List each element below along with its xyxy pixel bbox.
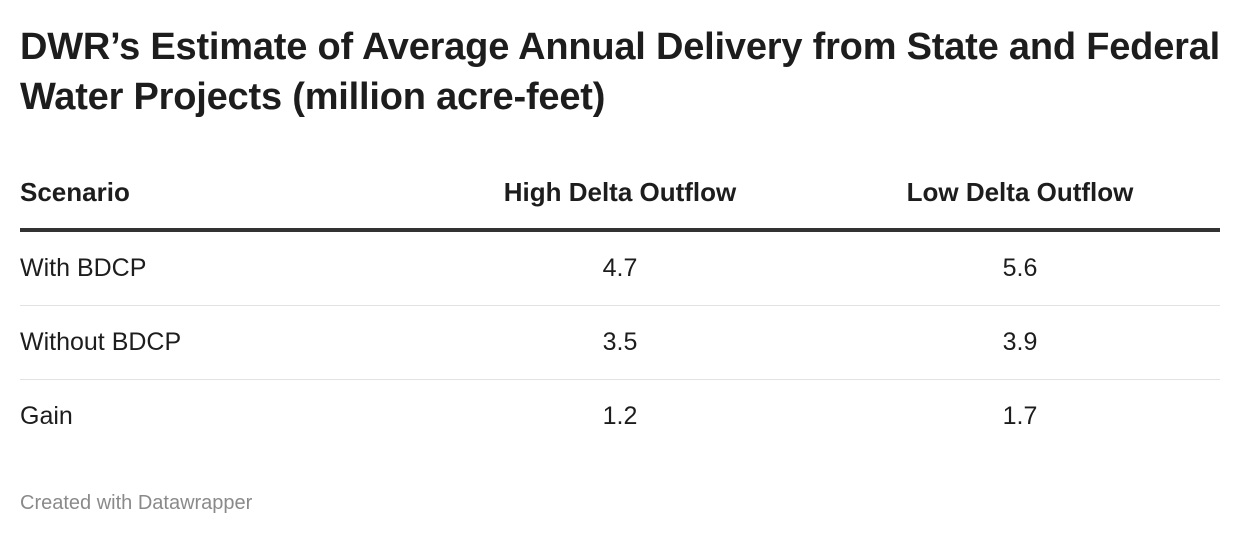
row-label: Without BDCP (20, 305, 420, 380)
cell-high-delta-outflow: 4.7 (420, 230, 846, 306)
credit-footer: Created with Datawrapper (20, 492, 253, 514)
chart-container: DWR’s Estimate of Average Annual Deliver… (20, 0, 1220, 538)
cell-high-delta-outflow: 1.2 (602, 402, 638, 430)
cell-low-delta-outflow: 1.7 (1002, 402, 1038, 430)
cell-low-delta-outflow: 5.6 (846, 230, 1220, 306)
table-row: Without BDCP 3.5 3.9 (20, 305, 1220, 380)
table-row: Gain 1.2 1.7 (20, 380, 1220, 454)
table-row: With BDCP 4.7 5.6 (20, 230, 1220, 306)
table-header-row: Scenario High Delta Outflow Low Delta Ou… (20, 156, 1220, 232)
cell-high-delta-outflow: 3.5 (420, 305, 846, 380)
column-header-low-delta-outflow: Low Delta Outflow (846, 156, 1220, 232)
row-label: Gain (20, 402, 73, 430)
chart-title: DWR’s Estimate of Average Annual Deliver… (20, 26, 1221, 118)
data-table: Scenario High Delta Outflow Low Delta Ou… (20, 156, 1220, 453)
column-header-scenario: Scenario (20, 156, 420, 232)
row-label: With BDCP (20, 230, 420, 306)
cell-low-delta-outflow: 3.9 (846, 305, 1220, 380)
column-header-high-delta-outflow: High Delta Outflow (420, 156, 846, 232)
